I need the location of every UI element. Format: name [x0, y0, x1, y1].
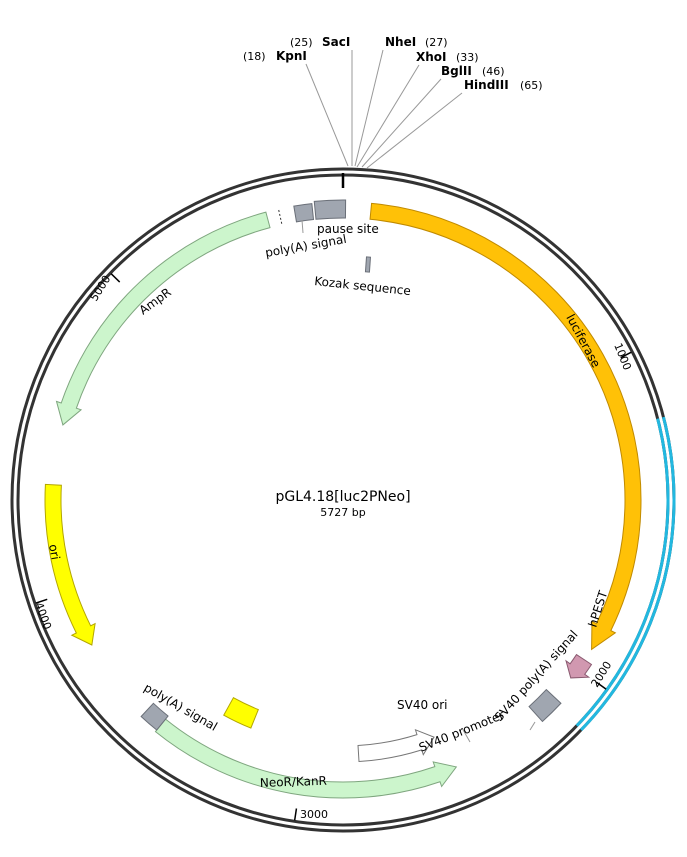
- pause-site-box: [313, 199, 347, 220]
- label-luciferase: luciferase: [563, 312, 603, 370]
- tick-label-4000: 4000: [32, 601, 54, 632]
- plasmid-length: 5727 bp: [320, 506, 365, 519]
- sv40-promoter-arrow: [357, 728, 435, 763]
- leader-sv40-promoter: [461, 727, 471, 743]
- sv40-ori-box: [223, 696, 259, 729]
- site-leader-hindiii: [366, 92, 463, 169]
- label-neor: NeoR/KanR: [260, 774, 327, 790]
- site-xhoi-name: XhoI: [416, 50, 447, 64]
- label-sv40-promoter: SV40 promoter: [417, 708, 506, 755]
- site-leader-lines: [305, 49, 463, 169]
- feature-arrows: [44, 199, 642, 799]
- tick-5000: [110, 273, 121, 283]
- kozak-box: [364, 256, 372, 273]
- tick-4000: [35, 598, 48, 604]
- site-saci-name: SacI: [322, 35, 350, 49]
- site-bglii-position: (46): [482, 65, 505, 78]
- label-sv40-ori: SV40 ori: [397, 698, 448, 712]
- leader-sv40-polya: [529, 721, 536, 731]
- site-kpni-name: KpnI: [276, 49, 307, 63]
- site-saci-position: (25): [290, 36, 313, 49]
- polya-neo-box: [140, 702, 169, 731]
- highlight-arc: [575, 416, 676, 731]
- label-ori: ori: [46, 543, 62, 561]
- ampr-divider: [278, 209, 283, 224]
- site-nhei-position: (27): [425, 36, 448, 49]
- site-bglii-name: BglII: [441, 64, 472, 78]
- label-pause-site: pause site: [317, 222, 379, 236]
- site-xhoi-position: (33): [456, 51, 479, 64]
- luciferase-arrow: [369, 202, 642, 651]
- plasmid-name: pGL4.18[luc2PNeo]: [275, 489, 410, 505]
- site-hindiii-position: (65): [520, 79, 543, 92]
- site-kpni-position: (18): [243, 50, 266, 63]
- site-hindiii-name: HindIII: [464, 78, 509, 92]
- site-leader-bglii: [361, 78, 442, 168]
- tick-2000: [595, 681, 607, 690]
- site-nhei-name: NheI: [385, 35, 416, 49]
- hpest-arrow: [565, 653, 593, 679]
- highlight-arc-inner: [575, 418, 670, 727]
- restriction-sites: (18) KpnI (25) SacI NheI (27) XhoI (33) …: [243, 35, 543, 92]
- ampr-arrow: [55, 211, 271, 426]
- tick-3000: [293, 808, 298, 821]
- polya-top-box: [293, 203, 315, 223]
- scale-ticks: [35, 173, 632, 821]
- site-leader-kpni: [305, 63, 349, 167]
- highlight-arc-outer: [580, 416, 676, 731]
- tick-1000: [620, 351, 632, 359]
- site-leader-nhei: [354, 49, 384, 167]
- label-kozak: Kozak sequence: [314, 274, 412, 298]
- label-polya-top: poly(A) signal: [264, 232, 347, 260]
- site-leader-xhoi: [356, 64, 420, 168]
- tick-label-3000: 3000: [300, 808, 328, 821]
- ori-arrow: [44, 483, 96, 646]
- sv40-polya-box: [528, 688, 562, 723]
- tick-label-5000: 5000: [88, 273, 114, 304]
- leader-polya-top: [301, 219, 304, 234]
